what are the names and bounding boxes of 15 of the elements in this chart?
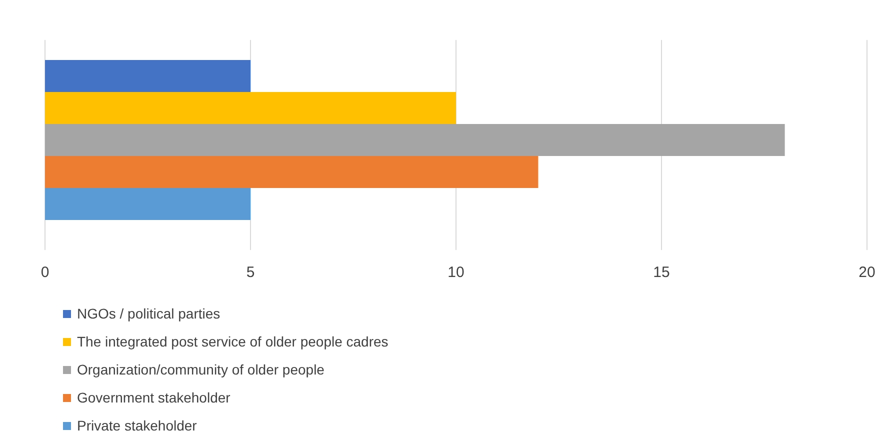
bar xyxy=(45,92,456,124)
bar xyxy=(45,124,785,156)
bar xyxy=(45,188,250,220)
x-tick-label: 5 xyxy=(246,264,255,281)
legend-label: Organization/community of older people xyxy=(77,362,325,378)
x-tick-label: 15 xyxy=(653,264,670,281)
bar xyxy=(45,156,538,188)
legend-label: Government stakeholder xyxy=(77,390,231,406)
x-tick-label: 20 xyxy=(858,264,876,281)
bar xyxy=(45,60,250,92)
x-tick-label: 0 xyxy=(40,264,50,281)
legend-label: Private stakeholder xyxy=(77,418,198,434)
x-tick-label: 10 xyxy=(448,264,464,281)
legend-label: The integrated post service of older people cadres xyxy=(77,334,388,350)
legend-label: NGOs / political parties xyxy=(77,306,220,322)
